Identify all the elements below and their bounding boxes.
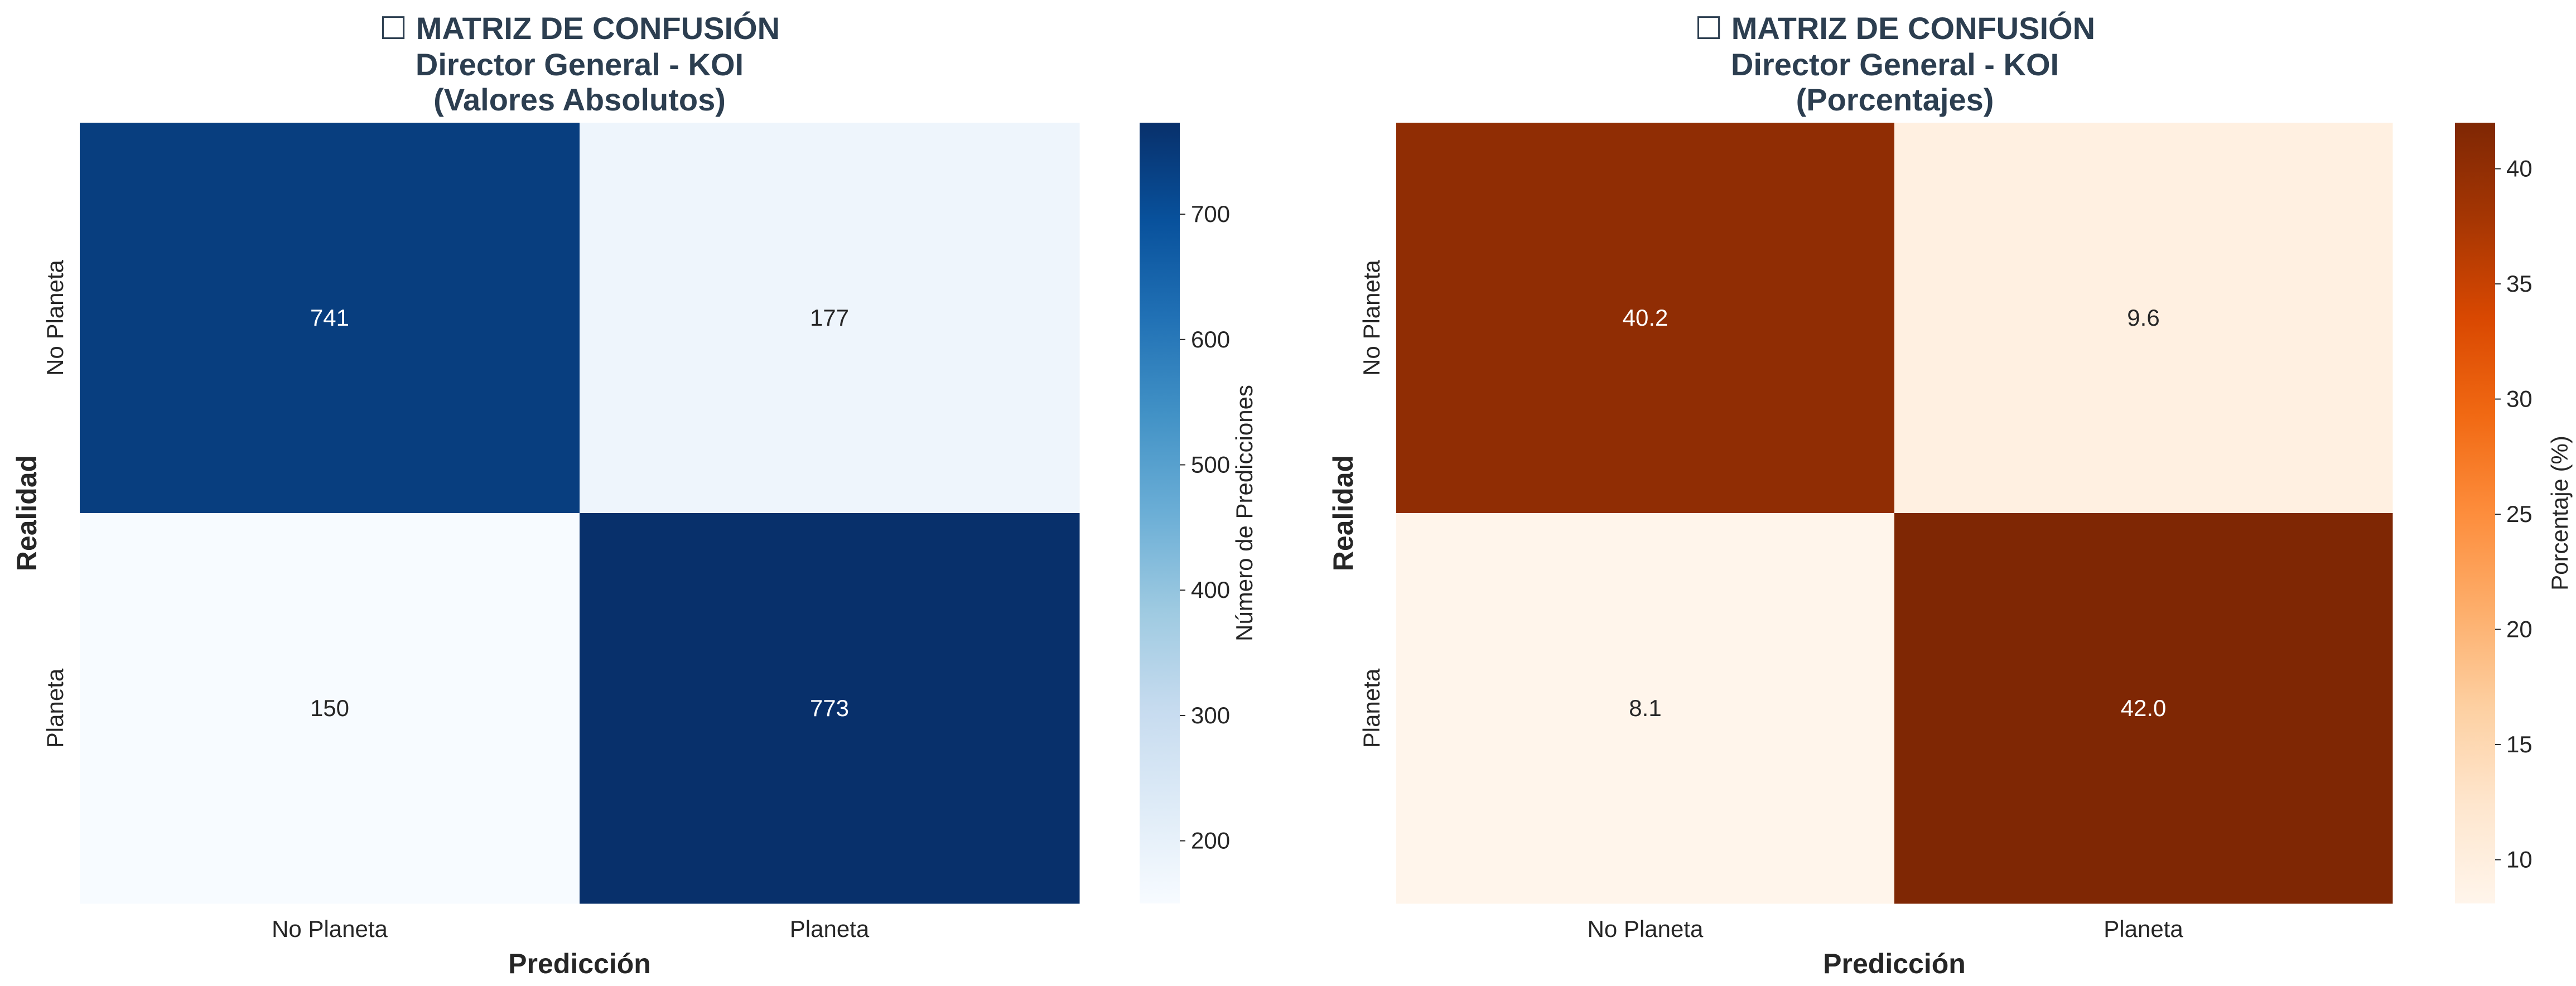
cell-value-label: 40.2 xyxy=(1623,304,1668,331)
colorbar-tick-label: 400 xyxy=(1191,577,1230,603)
heatmap-cell xyxy=(580,123,1080,514)
colorbar-label: Porcentaje (%) xyxy=(2546,436,2573,591)
heatmap-cell xyxy=(80,513,580,904)
heatmap-cell xyxy=(580,513,1080,904)
heatmap-cell xyxy=(1894,123,2393,514)
cell-value-label: 8.1 xyxy=(1629,695,1661,721)
chart-title-line: ☐ MATRIZ DE CONFUSIÓN xyxy=(379,11,780,46)
chart-title-line: Director General - KOI xyxy=(1731,47,2059,82)
colorbar-tick-label: 300 xyxy=(1191,702,1230,728)
colorbar-tick-label: 35 xyxy=(2506,270,2532,297)
y-tick-label: No Planeta xyxy=(1358,259,1385,375)
colorbar-tick-label: 30 xyxy=(2506,386,2532,412)
x-tick-label: Planeta xyxy=(2104,916,2183,942)
colorbar-tick-label: 20 xyxy=(2506,616,2532,642)
x-tick-label: No Planeta xyxy=(272,916,388,942)
chart-title-line: Director General - KOI xyxy=(416,47,744,82)
y-tick-label: Planeta xyxy=(1358,668,1385,748)
chart-title-line: (Valores Absolutos) xyxy=(433,82,726,117)
y-axis-label: Realidad xyxy=(11,455,42,571)
cell-value-label: 9.6 xyxy=(2127,304,2159,331)
y-tick-label: Planeta xyxy=(42,668,68,748)
colorbar xyxy=(2455,123,2495,903)
cell-value-label: 42.0 xyxy=(2121,695,2167,721)
colorbar xyxy=(1140,123,1180,903)
cell-value-label: 177 xyxy=(810,304,849,331)
y-axis-label: Realidad xyxy=(1328,455,1359,571)
x-axis-label: Predicción xyxy=(1823,948,1966,979)
colorbar-tick-label: 700 xyxy=(1191,201,1230,227)
cell-value-label: 741 xyxy=(310,304,349,331)
colorbar-tick-label: 15 xyxy=(2506,731,2532,757)
cell-value-label: 773 xyxy=(810,695,849,721)
heatmap-cell xyxy=(1396,123,1895,514)
colorbar-tick-label: 10 xyxy=(2506,847,2532,873)
colorbar-tick-label: 500 xyxy=(1191,451,1230,477)
heatmap-cell xyxy=(1396,513,1895,904)
colorbar-label: Número de Predicciones xyxy=(1231,385,1257,641)
chart-title-line: ☐ MATRIZ DE CONFUSIÓN xyxy=(1695,11,2095,46)
cell-value-label: 150 xyxy=(310,695,349,721)
x-axis-label: Predicción xyxy=(508,948,651,979)
heatmap-cell xyxy=(1894,513,2393,904)
heatmap-cell xyxy=(80,123,580,514)
x-tick-label: No Planeta xyxy=(1588,916,1704,942)
y-tick-label: No Planeta xyxy=(42,259,68,375)
colorbar-tick-label: 600 xyxy=(1191,326,1230,352)
chart-title-line: (Porcentajes) xyxy=(1796,82,1994,117)
colorbar-tick-label: 25 xyxy=(2506,501,2532,527)
x-tick-label: Planeta xyxy=(790,916,870,942)
colorbar-tick-label: 200 xyxy=(1191,828,1230,854)
colorbar-tick-label: 40 xyxy=(2506,156,2532,182)
